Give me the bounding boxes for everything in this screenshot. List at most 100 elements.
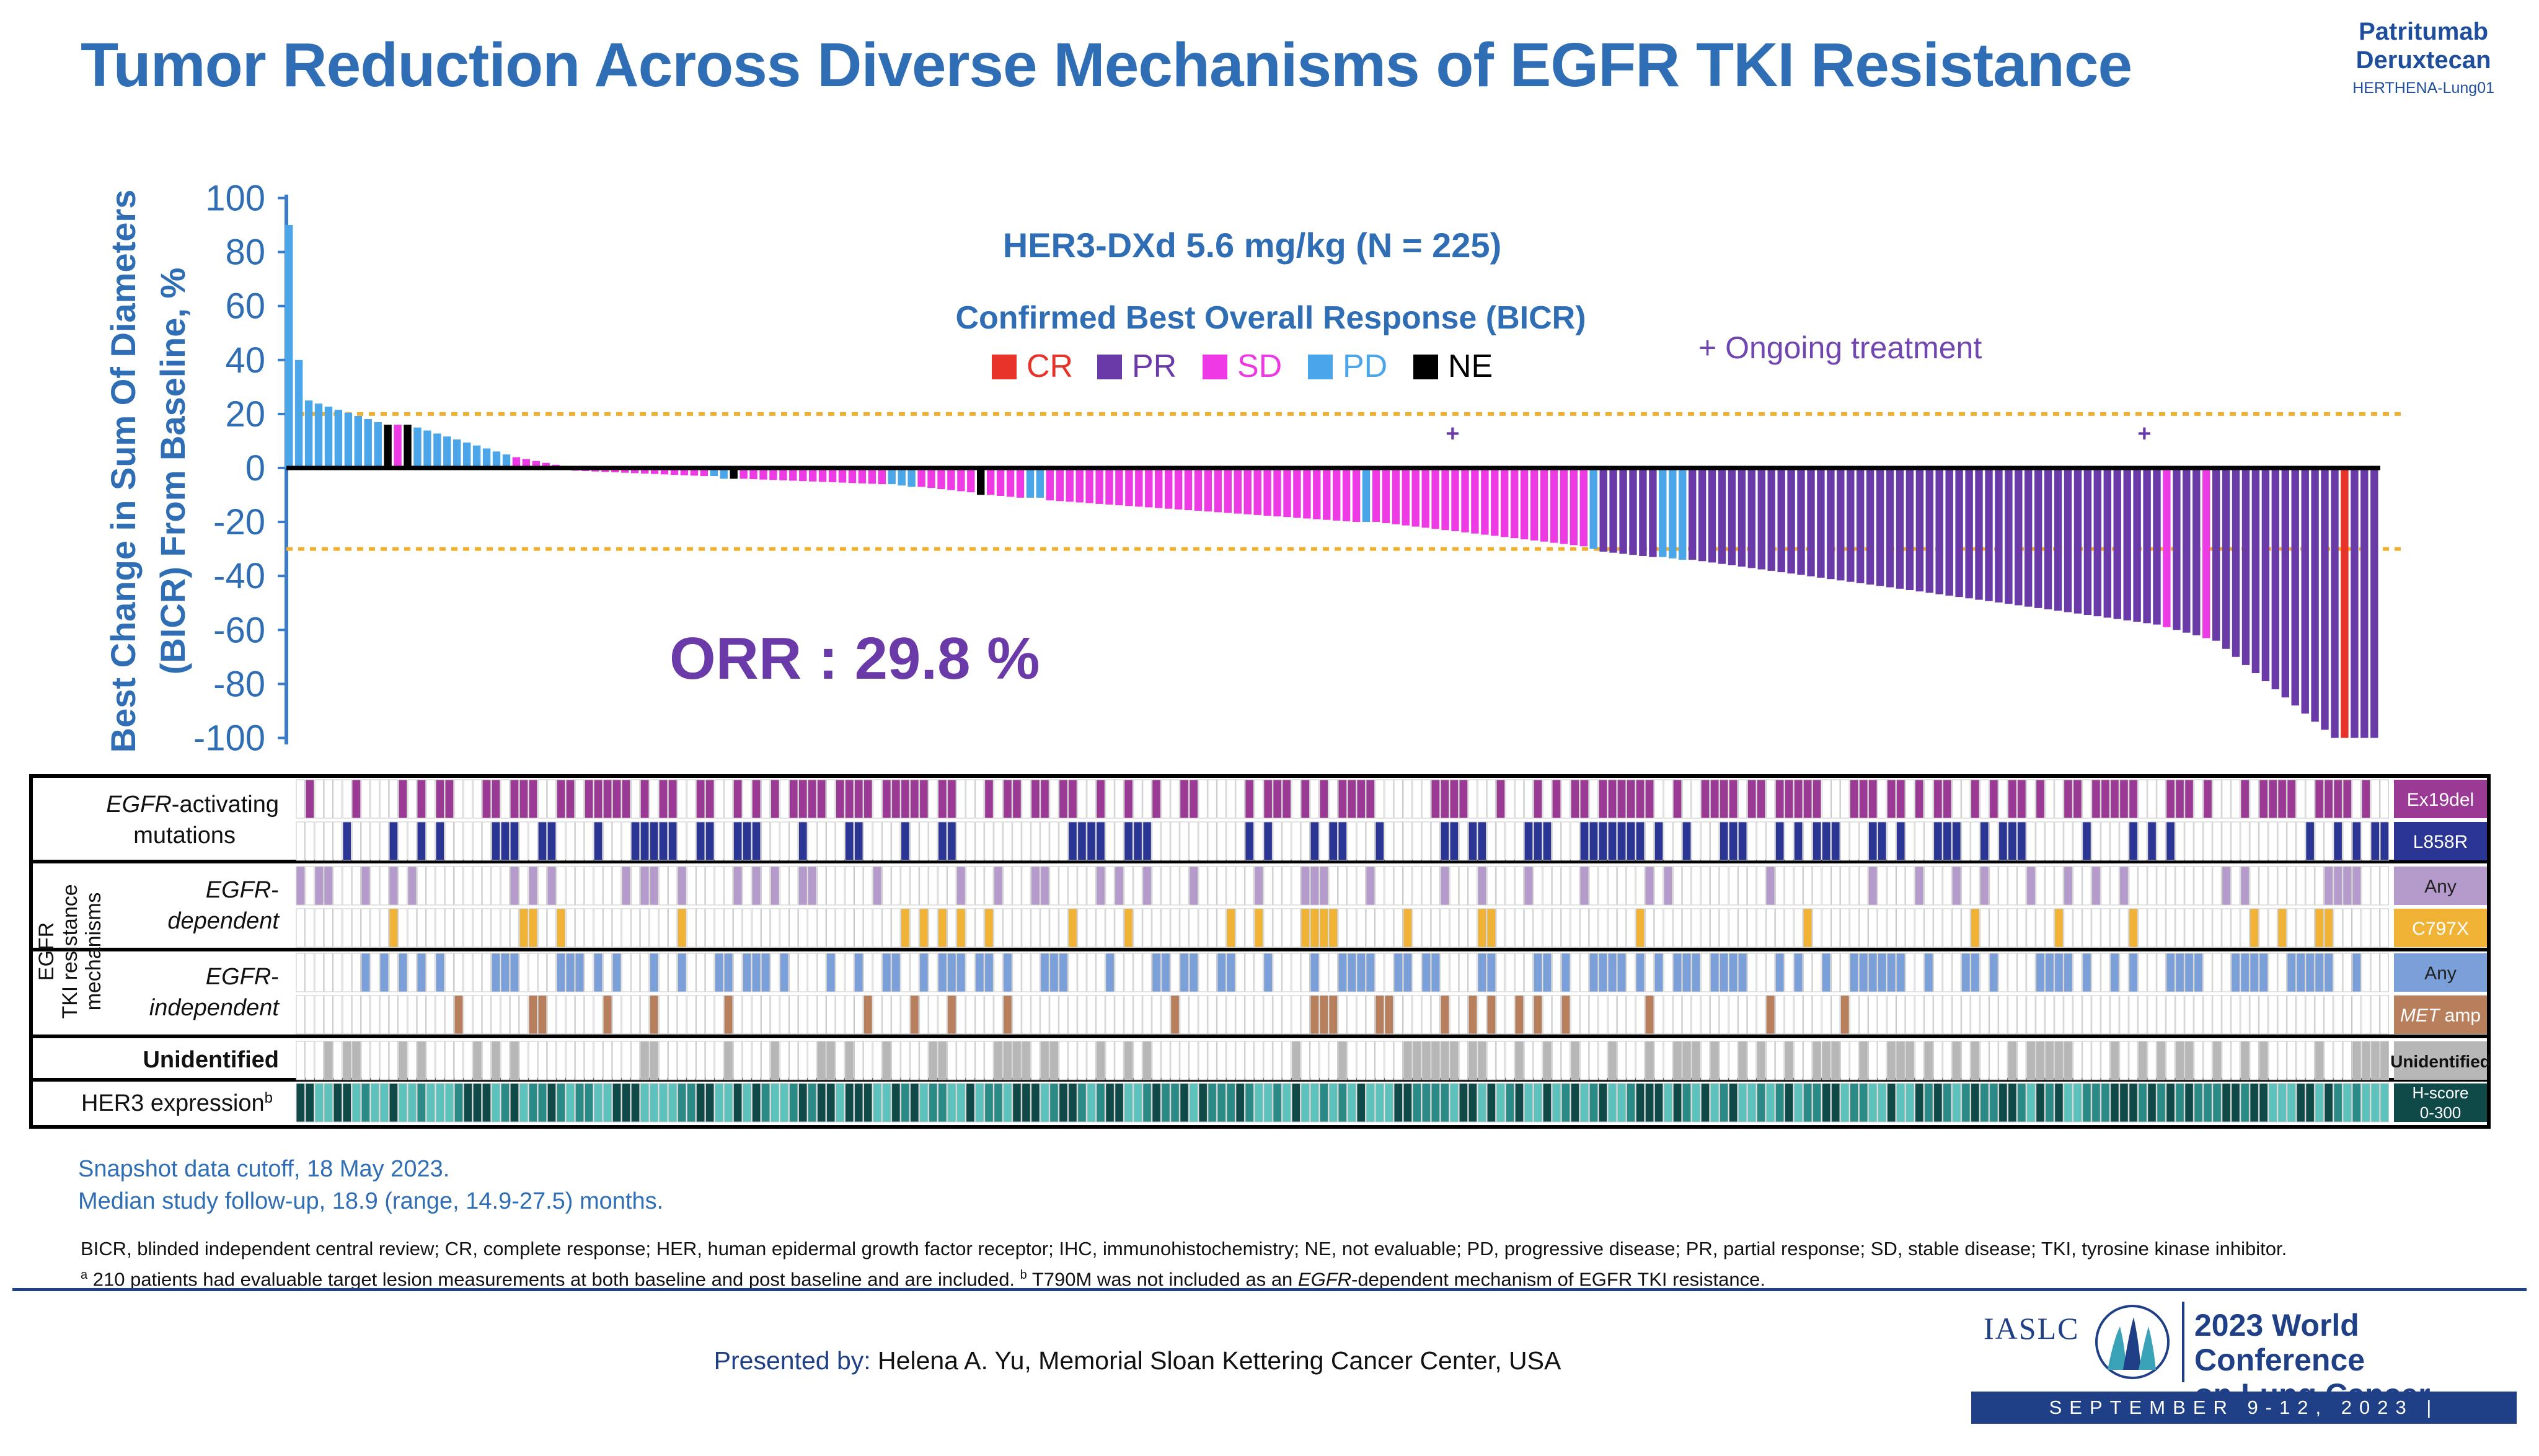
heatmap-cell [2008, 866, 2017, 906]
heatmap-cell [1059, 1083, 1068, 1123]
heatmap-cell [1850, 779, 1859, 819]
bar-pr [2123, 468, 2131, 620]
heatmap-cell [1273, 908, 1282, 948]
heatmap-cell [901, 866, 910, 906]
heatmap-cell [1514, 821, 1524, 861]
heatmap-cell [2305, 953, 2315, 992]
bar-sd [1520, 468, 1529, 540]
bar-pd [888, 468, 896, 485]
bar-pr [1995, 468, 2003, 602]
heatmap-cell [528, 995, 538, 1035]
heatmap-cell [2324, 779, 2333, 819]
heatmap-cell [1943, 908, 1952, 948]
heatmap-cell [1561, 1041, 1571, 1080]
heatmap-cell [1784, 1041, 1794, 1080]
heatmap-cell [1393, 1083, 1403, 1123]
heatmap-cell [444, 995, 454, 1035]
heatmap-cell [1924, 1083, 1933, 1123]
heatmap-cell [1459, 779, 1468, 819]
heatmap-cell [854, 866, 863, 906]
heatmap-cell [901, 1041, 910, 1080]
heatmap-cell [547, 1041, 557, 1080]
heatmap-cell [2352, 821, 2361, 861]
heatmap-cell [1840, 953, 1850, 992]
heatmap-cell [1152, 779, 1161, 819]
heatmap-cell [2212, 908, 2222, 948]
bar-pr [1935, 468, 1943, 594]
heatmap-cell [705, 866, 715, 906]
heatmap-cell [519, 866, 529, 906]
bar-sd [2202, 468, 2210, 638]
ongoing-marker: + [1446, 421, 1459, 447]
heatmap-cell [1589, 1041, 1599, 1080]
bar-sd [1224, 468, 1232, 513]
heatmap-cell [2240, 1041, 2250, 1080]
heatmap-cell [2370, 866, 2380, 906]
heatmap-cell [1310, 779, 1319, 819]
heatmap-cell [472, 1083, 482, 1123]
heatmap-cell [1831, 821, 1840, 861]
heatmap-cell [1607, 995, 1617, 1035]
heatmap-cell [2026, 866, 2036, 906]
heatmap-cell [854, 953, 863, 992]
heatmap-cell [938, 779, 947, 819]
heatmap-cell [426, 908, 436, 948]
heatmap-cell [361, 779, 371, 819]
heatmap-cell [695, 779, 705, 819]
heatmap-cell [1524, 995, 1534, 1035]
heatmap-cell [2315, 995, 2324, 1035]
heatmap-cell [1012, 866, 1022, 906]
heatmap-cell [1561, 908, 1571, 948]
bar-sd [967, 468, 975, 493]
bar-sd [1075, 468, 1084, 503]
heatmap-cell [1077, 995, 1087, 1035]
heatmap-cell [1998, 1083, 2008, 1123]
heatmap-cell [1952, 821, 1961, 861]
heatmap-cell [2036, 821, 2045, 861]
heatmap-cell [854, 908, 863, 948]
heatmap-cell [1859, 1041, 1868, 1080]
heatmap-cell [519, 1083, 529, 1123]
heatmap-cell [771, 779, 780, 819]
heatmap-cell [1068, 779, 1077, 819]
heatmap-cell [789, 779, 798, 819]
heatmap-cell [2017, 779, 2026, 819]
heatmap-cell [1552, 995, 1561, 1035]
heatmap-cell [1747, 1083, 1757, 1123]
heatmap-cell [1793, 1083, 1803, 1123]
heatmap-cell [1635, 1083, 1645, 1123]
bar-sd [759, 468, 767, 480]
heatmap-cell [1784, 1083, 1794, 1123]
heatmap-cell [1012, 995, 1022, 1035]
heatmap-cell [808, 908, 817, 948]
heatmap-cell [1496, 1041, 1506, 1080]
heatmap-cell [1887, 866, 1896, 906]
heatmap-cell [2175, 908, 2184, 948]
heatmap-cell [1022, 866, 1031, 906]
heatmap-cell [1905, 995, 1915, 1035]
heatmap-cell [798, 1041, 808, 1080]
heatmap-cell [1765, 866, 1775, 906]
heatmap-cell [1989, 821, 1998, 861]
heatmap-cell [528, 779, 538, 819]
heatmap-cell [1728, 779, 1738, 819]
heatmap-cell [472, 953, 482, 992]
heatmap-cell [2315, 1041, 2324, 1080]
heatmap-cell [2054, 953, 2064, 992]
heatmap-cell [2026, 995, 2036, 1035]
bar-sd [660, 468, 669, 475]
heatmap-cell [1142, 908, 1152, 948]
bar-sd [1263, 468, 1271, 516]
heatmap-cell [658, 821, 668, 861]
heatmap-cell [2203, 821, 2212, 861]
heatmap-cell [2287, 1041, 2296, 1080]
heatmap-cell [2305, 821, 2315, 861]
heatmap-cell [780, 866, 789, 906]
heatmap-cell [2343, 908, 2352, 948]
heatmap-cell [1022, 953, 1031, 992]
heatmap-cell [603, 995, 612, 1035]
heatmap-cell [1542, 866, 1552, 906]
heatmap-cell [1384, 821, 1393, 861]
heatmap-cell [2305, 908, 2315, 948]
heatmap-cell [351, 953, 361, 992]
